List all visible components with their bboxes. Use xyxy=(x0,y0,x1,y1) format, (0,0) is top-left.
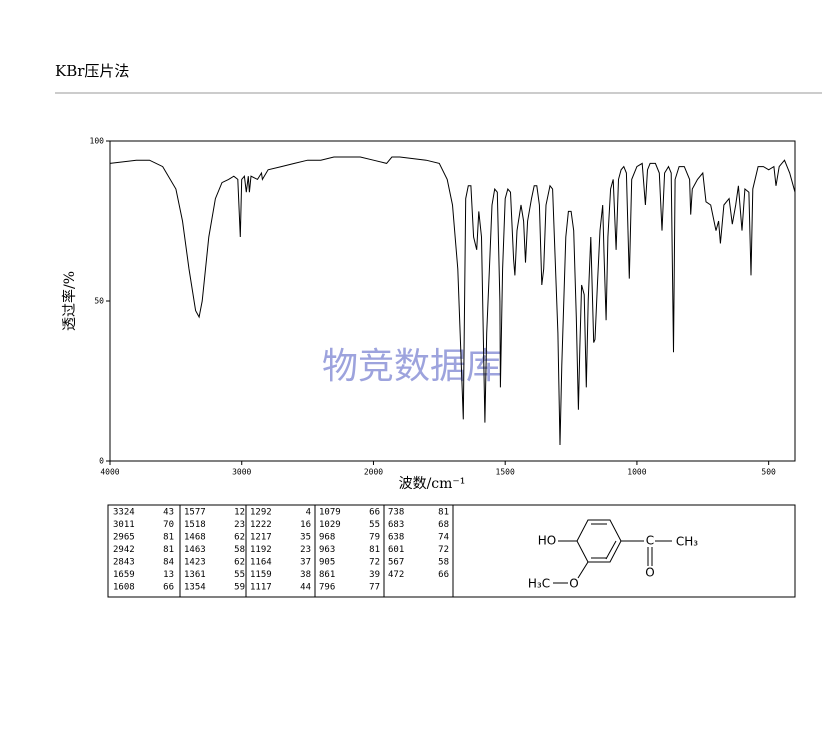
peak-transmittance: 72 xyxy=(438,545,449,555)
peak-transmittance: 44 xyxy=(300,583,311,593)
peak-wavenumber: 3011 xyxy=(113,520,135,530)
table-frame xyxy=(107,504,796,598)
peak-transmittance: 38 xyxy=(300,570,311,580)
header-title: KBr压片法 xyxy=(55,62,129,80)
peak-transmittance: 58 xyxy=(438,558,449,568)
spectrum-line xyxy=(109,156,796,446)
table-dividers xyxy=(179,505,454,597)
peak-wavenumber: 1463 xyxy=(184,545,206,555)
peak-wavenumber: 1292 xyxy=(250,508,272,518)
peak-wavenumber: 796 xyxy=(319,583,335,593)
peak-transmittance: 12 xyxy=(234,508,245,518)
peak-transmittance: 23 xyxy=(300,545,311,555)
peak-wavenumber: 905 xyxy=(319,558,335,568)
peak-wavenumber: 861 xyxy=(319,570,335,580)
peak-wavenumber: 1518 xyxy=(184,520,206,530)
peak-wavenumber: 1217 xyxy=(250,533,272,543)
x-tick-label: 1500 xyxy=(496,468,515,477)
peak-transmittance: 39 xyxy=(369,570,380,580)
peak-wavenumber: 1468 xyxy=(184,533,206,543)
peak-wavenumber: 1577 xyxy=(184,508,206,518)
peak-wavenumber: 601 xyxy=(388,545,404,555)
peak-wavenumber: 2965 xyxy=(113,533,135,543)
peak-wavenumber: 3324 xyxy=(113,508,135,518)
peak-transmittance: 74 xyxy=(438,533,449,543)
peak-transmittance: 4 xyxy=(306,508,311,518)
atom-label: O xyxy=(569,577,578,591)
atom-label: HO xyxy=(538,534,556,548)
molecule-labels: HO C CH₃ O O H₃C xyxy=(528,534,698,591)
peak-transmittance: 43 xyxy=(163,508,174,518)
y-tick-label: 0 xyxy=(99,457,104,466)
peak-transmittance: 58 xyxy=(234,545,245,555)
peak-wavenumber: 638 xyxy=(388,533,404,543)
peak-wavenumber: 2843 xyxy=(113,558,135,568)
peak-transmittance: 66 xyxy=(369,508,380,518)
peak-wavenumber: 1029 xyxy=(319,520,341,530)
peak-wavenumber: 1659 xyxy=(113,570,135,580)
atom-label: O xyxy=(645,566,654,580)
peak-transmittance: 23 xyxy=(234,520,245,530)
molecule xyxy=(553,519,672,584)
x-tick-label: 4000 xyxy=(100,468,119,477)
peak-transmittance: 77 xyxy=(369,583,380,593)
peak-wavenumber: 738 xyxy=(388,508,404,518)
peak-wavenumber: 1222 xyxy=(250,520,272,530)
peak-transmittance: 16 xyxy=(300,520,311,530)
peak-wavenumber: 1354 xyxy=(184,583,206,593)
x-tick-label: 1000 xyxy=(627,468,646,477)
peak-wavenumber: 1423 xyxy=(184,558,206,568)
peak-transmittance: 59 xyxy=(234,583,245,593)
peak-wavenumber: 683 xyxy=(388,520,404,530)
peak-wavenumber: 472 xyxy=(388,570,404,580)
peak-transmittance: 35 xyxy=(300,533,311,543)
peak-wavenumber: 2942 xyxy=(113,545,135,555)
y-tick-label: 50 xyxy=(94,297,104,306)
peak-transmittance: 81 xyxy=(163,533,174,543)
peak-transmittance: 68 xyxy=(438,520,449,530)
peak-transmittance: 62 xyxy=(234,533,245,543)
peak-wavenumber: 1159 xyxy=(250,570,272,580)
peak-transmittance: 66 xyxy=(438,570,449,580)
peak-transmittance: 79 xyxy=(369,533,380,543)
atom-label: CH₃ xyxy=(676,535,698,549)
peak-transmittance: 81 xyxy=(369,545,380,555)
peak-wavenumber: 1117 xyxy=(250,583,272,593)
peak-transmittance: 70 xyxy=(163,520,174,530)
x-tick-label: 500 xyxy=(761,468,776,477)
peak-transmittance: 81 xyxy=(163,545,174,555)
y-axis-label: 透过率/% xyxy=(61,271,78,331)
peak-transmittance: 62 xyxy=(234,558,245,568)
peak-wavenumber: 1608 xyxy=(113,583,135,593)
peak-transmittance: 72 xyxy=(369,558,380,568)
y-tick-label: 100 xyxy=(90,137,105,146)
peak-wavenumber: 963 xyxy=(319,545,335,555)
ring xyxy=(576,519,622,563)
watermark: 物竞数据库 xyxy=(322,346,502,387)
peak-transmittance: 81 xyxy=(438,508,449,518)
bond xyxy=(577,561,589,579)
peak-transmittance: 84 xyxy=(163,558,174,568)
peak-wavenumber: 1361 xyxy=(184,570,206,580)
x-tick-label: 3000 xyxy=(232,468,251,477)
atom-label: C xyxy=(646,534,654,548)
peak-transmittance: 55 xyxy=(369,520,380,530)
peak-transmittance: 55 xyxy=(234,570,245,580)
peak-wavenumber: 1192 xyxy=(250,545,272,555)
x-tick-label: 2000 xyxy=(364,468,383,477)
x-axis-label: 波数/cm⁻¹ xyxy=(399,476,466,492)
atom-label: H₃C xyxy=(528,577,550,591)
peak-wavenumber: 1079 xyxy=(319,508,341,518)
peak-wavenumber: 968 xyxy=(319,533,335,543)
peak-transmittance: 13 xyxy=(163,570,174,580)
bond xyxy=(605,540,617,560)
peak-transmittance: 66 xyxy=(163,583,174,593)
peak-transmittance: 37 xyxy=(300,558,311,568)
peak-wavenumber: 1164 xyxy=(250,558,272,568)
peak-wavenumber: 567 xyxy=(388,558,404,568)
